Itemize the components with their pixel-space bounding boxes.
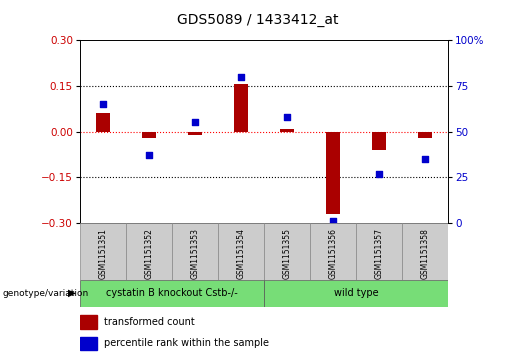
Bar	[372, 132, 386, 150]
Point	[375, 171, 383, 177]
Bar	[96, 113, 110, 132]
Bar	[188, 132, 202, 135]
Text: GSM1151355: GSM1151355	[282, 228, 291, 279]
Text: GSM1151352: GSM1151352	[144, 228, 153, 279]
Text: GSM1151351: GSM1151351	[98, 228, 107, 279]
Text: GSM1151357: GSM1151357	[374, 228, 384, 279]
Bar	[356, 223, 402, 280]
Bar	[310, 223, 356, 280]
Text: GDS5089 / 1433412_at: GDS5089 / 1433412_at	[177, 13, 338, 27]
Point	[99, 101, 107, 107]
Text: GSM1151356: GSM1151356	[329, 228, 337, 279]
Bar	[264, 223, 310, 280]
Bar	[264, 280, 448, 307]
Point	[283, 114, 291, 120]
Bar	[80, 337, 97, 350]
Bar	[402, 223, 448, 280]
Bar	[280, 129, 294, 132]
Bar	[142, 132, 156, 138]
Point	[237, 74, 245, 79]
Point	[191, 119, 199, 125]
Text: ▶: ▶	[68, 288, 76, 298]
Point	[145, 152, 153, 158]
Bar	[218, 223, 264, 280]
Bar	[234, 84, 248, 132]
Bar	[80, 280, 264, 307]
Point	[421, 156, 429, 162]
Text: percentile rank within the sample: percentile rank within the sample	[104, 338, 269, 348]
Point	[329, 219, 337, 224]
Bar	[80, 315, 97, 329]
Bar	[126, 223, 172, 280]
Text: GSM1151353: GSM1151353	[191, 228, 199, 279]
Text: cystatin B knockout Cstb-/-: cystatin B knockout Cstb-/-	[106, 288, 238, 298]
Text: GSM1151358: GSM1151358	[421, 228, 430, 279]
Text: GSM1151354: GSM1151354	[236, 228, 246, 279]
Text: genotype/variation: genotype/variation	[3, 289, 89, 298]
Text: wild type: wild type	[334, 288, 379, 298]
Bar	[80, 223, 126, 280]
Bar	[418, 132, 432, 138]
Text: transformed count: transformed count	[104, 317, 195, 327]
Bar	[172, 223, 218, 280]
Bar	[326, 132, 340, 214]
